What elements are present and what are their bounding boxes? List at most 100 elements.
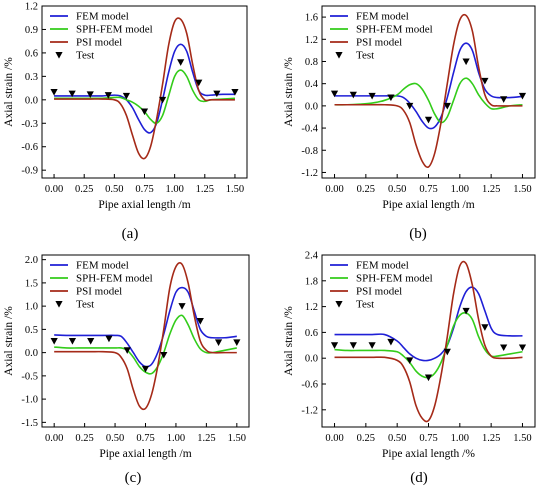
test-point [196, 318, 204, 325]
x-axis-title: Pipe axial length /m [98, 199, 190, 211]
x-tick-label: 0.25 [357, 433, 375, 444]
test-point [462, 307, 470, 315]
legend-swatch-test [55, 52, 63, 59]
series-line-psi-model [334, 13, 523, 169]
chart-panel-d: 0.00 0.25 0.50 0.75 1.00 1.25 1.50 -1.2 -0.6 0.0 0… [283, 251, 536, 486]
test-point [231, 89, 239, 96]
test-point [443, 102, 451, 110]
x-tick-label: 0.75 [135, 184, 153, 195]
x-tick-label: 1.50 [228, 433, 246, 444]
test-point [500, 344, 508, 352]
chart-panel-b: 0.00 0.25 0.50 0.75 1.00 1.25 1.50 -1.2 -0.8 -0.4… [283, 5, 536, 242]
series-line-psi-model [334, 260, 523, 423]
x-tick-label: 1.25 [196, 184, 214, 195]
series-line-fem-model [334, 42, 523, 130]
legend-label-test: Test [76, 50, 94, 62]
test-point [368, 92, 376, 100]
y-tick-label: 1.5 [25, 278, 38, 289]
legend-label-sph-fem-model: SPH-FEM model [76, 24, 153, 36]
legend-label-fem-model: FEM model [76, 260, 129, 272]
series-line-sph-fem-model [54, 69, 235, 125]
panel-label: (d) [410, 470, 428, 486]
y-tick-label: -0.8 [301, 146, 318, 157]
test-point [195, 79, 203, 87]
test-point [214, 339, 223, 346]
x-tick-label: 1.25 [197, 433, 215, 444]
test-point [368, 342, 376, 349]
test-point [500, 96, 508, 103]
test-point [481, 324, 489, 331]
y-axis-title: Axial strain /% [283, 306, 295, 376]
test-point [349, 342, 357, 349]
y-tick-label: -0.5 [21, 371, 38, 382]
y-axis-title: Axial strain /% [3, 57, 15, 127]
x-tick-label: 1.50 [513, 433, 531, 444]
y-tick-label: 2.0 [25, 255, 38, 266]
test-point [158, 96, 167, 104]
y-tick-label: 0.0 [25, 348, 38, 359]
test-point [105, 335, 113, 343]
legend-label-test: Test [356, 299, 374, 311]
x-tick-label: 0.50 [106, 433, 124, 444]
panel-label: (a) [122, 226, 139, 242]
series-line-psi-model [54, 17, 235, 160]
test-point [233, 339, 241, 346]
y-tick-label: -1.2 [301, 168, 318, 179]
y-tick-label: 1.0 [25, 302, 38, 313]
y-tick-label: 2.4 [305, 251, 319, 262]
x-tick-label: 0.25 [75, 433, 93, 444]
y-tick-label: -0.3 [21, 119, 38, 130]
test-point [406, 102, 414, 110]
x-tick-label: 1.00 [167, 433, 185, 444]
test-point [160, 351, 168, 359]
test-point [462, 58, 470, 66]
y-axis-title: Axial strain /% [3, 306, 15, 376]
x-tick-label: 1.00 [451, 433, 469, 444]
series-line-fem-model [334, 286, 523, 362]
y-tick-label: 0.3 [25, 72, 38, 83]
chart-panel-c: 0.00 0.25 0.50 0.75 1.00 1.25 1.50 -1.5 -1.0 -0.5… [3, 254, 250, 486]
legend-label-fem-model: FEM model [76, 11, 129, 23]
x-tick-label: 0.00 [45, 184, 63, 195]
x-tick-label: 1.50 [513, 184, 531, 195]
series-line-fem-model [54, 286, 237, 368]
y-tick-label: 1.2 [25, 2, 38, 13]
x-tick-label: 0.50 [388, 184, 406, 195]
x-tick-label: 1.25 [482, 433, 500, 444]
test-point [518, 344, 527, 352]
legend-label-test: Test [76, 299, 94, 311]
x-tick-label: 0.75 [419, 184, 437, 195]
panel-label: (b) [409, 226, 427, 242]
x-tick-label: 1.00 [451, 184, 469, 195]
series-line-psi-model [54, 262, 237, 411]
y-tick-label: 0.8 [305, 57, 318, 68]
x-tick-label: 0.75 [419, 433, 437, 444]
y-tick-label: 1.2 [305, 35, 318, 46]
legend-label-sph-fem-model: SPH-FEM model [356, 273, 433, 285]
y-tick-label: -0.6 [301, 380, 318, 391]
y-tick-label: -1.5 [21, 418, 38, 429]
y-tick-label: 0.5 [25, 325, 38, 336]
test-point [123, 347, 131, 354]
y-tick-label: 0.4 [305, 79, 319, 90]
test-point [213, 90, 221, 98]
legend-label-psi-model: PSI model [76, 286, 122, 298]
legend-swatch-test [335, 301, 343, 308]
x-axis-title: Pipe axial length /m [99, 448, 191, 460]
y-tick-label: 1.8 [305, 276, 318, 287]
legend-swatch-test [55, 301, 63, 308]
test-point [330, 90, 339, 98]
test-point [518, 92, 527, 100]
x-axis-title: Pipe axial length /m [382, 199, 474, 211]
y-tick-label: -1.0 [21, 395, 38, 406]
y-tick-label: 0.6 [305, 328, 318, 339]
test-point [141, 365, 150, 373]
test-point [68, 338, 77, 345]
test-point [387, 94, 395, 102]
legend-label-test: Test [356, 50, 374, 62]
test-point [424, 374, 433, 382]
chart-panel-a: 0.00 0.25 0.50 0.75 1.00 1.25 1.50 -0.9 -0.6 -0.3… [3, 2, 248, 242]
y-tick-label: -0.6 [21, 142, 38, 153]
test-point [68, 90, 76, 98]
